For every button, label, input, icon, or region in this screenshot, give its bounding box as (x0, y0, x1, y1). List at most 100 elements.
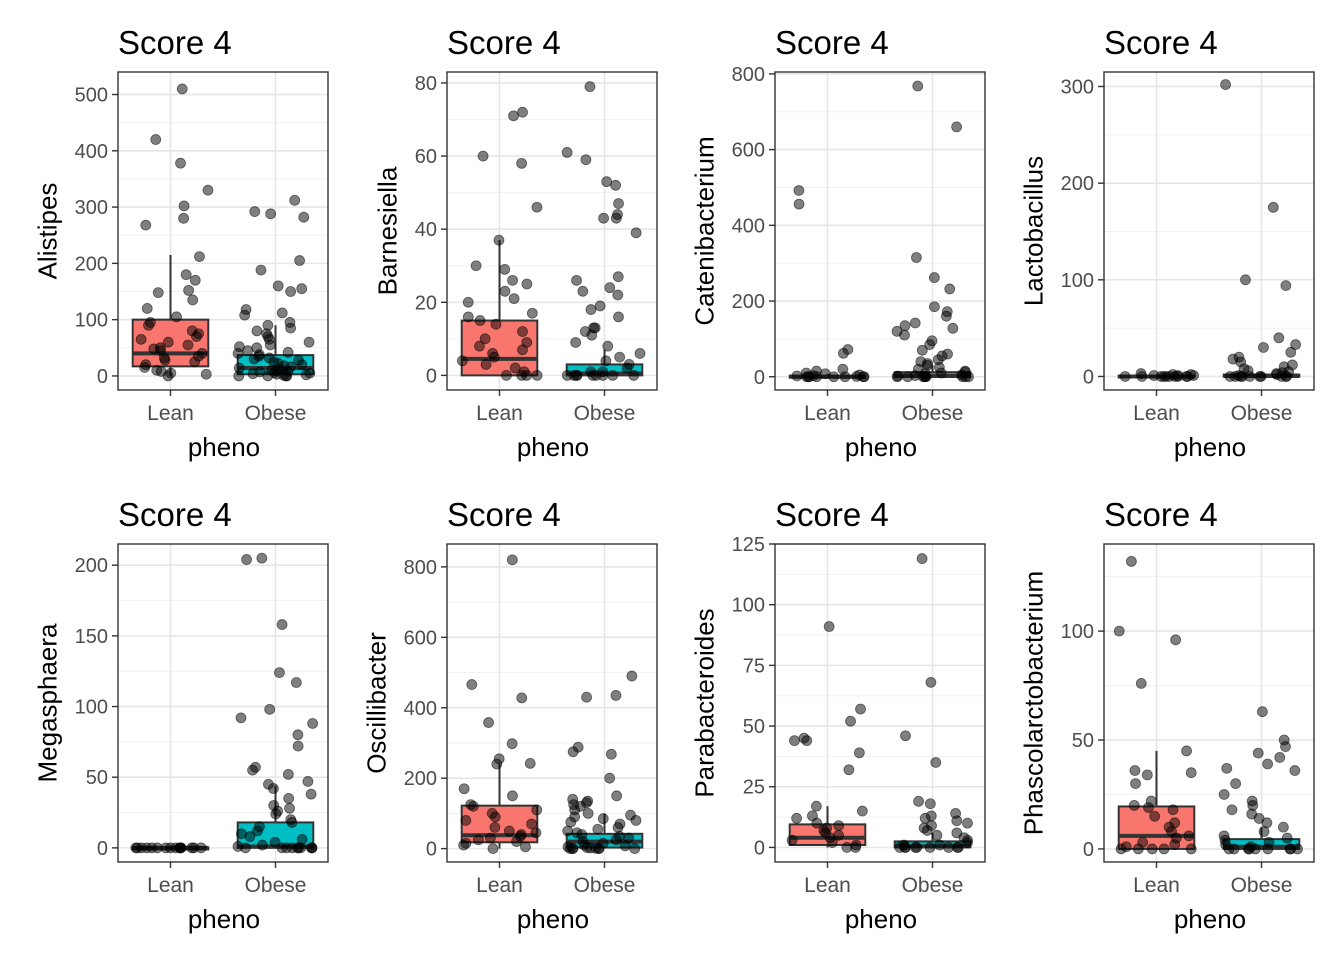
data-point (499, 285, 511, 297)
data-point (1125, 556, 1137, 567)
data-point (474, 340, 485, 352)
panel-title: Score 4 (118, 24, 232, 61)
data-point (307, 718, 319, 729)
data-point (490, 318, 502, 330)
data-point (235, 712, 247, 724)
y-tick-label: 0 (426, 839, 437, 861)
y-axis-label: Parabacteroides (689, 608, 719, 797)
data-point (1183, 830, 1195, 842)
data-point (793, 185, 805, 196)
x-tick-label: Obese (1231, 874, 1293, 897)
data-point (264, 703, 276, 715)
panel-title: Score 4 (775, 496, 889, 533)
y-tick-label: 300 (75, 197, 108, 219)
data-point (1169, 371, 1181, 382)
data-point (296, 283, 308, 295)
data-point (584, 81, 596, 93)
data-point (1258, 826, 1270, 837)
data-point (140, 219, 152, 231)
data-point (916, 553, 928, 564)
data-point (1170, 634, 1182, 646)
data-point (520, 841, 531, 853)
data-point (503, 825, 515, 837)
panel-border (774, 71, 986, 391)
data-point (1281, 832, 1293, 844)
data-point (916, 344, 928, 356)
data-point (306, 842, 318, 854)
data-point (604, 282, 616, 294)
data-point (470, 260, 482, 272)
data-point (141, 302, 153, 314)
data-point (268, 783, 279, 794)
data-point (1149, 810, 1161, 822)
data-point (265, 208, 277, 220)
x-axis-label: pheno (517, 432, 589, 462)
data-point (175, 157, 186, 169)
data-point (921, 825, 933, 836)
data-point (924, 339, 936, 350)
y-tick-label: 200 (732, 291, 765, 313)
data-point (833, 820, 845, 831)
data-point (1258, 342, 1269, 353)
y-tick-label: 0 (754, 367, 765, 389)
y-axis-label: Alistipes (32, 183, 62, 280)
data-point (477, 150, 489, 162)
data-point (614, 351, 626, 363)
data-point (174, 842, 186, 854)
x-tick-label: Obese (245, 874, 307, 897)
data-point (626, 670, 638, 682)
data-point (1221, 762, 1233, 774)
data-point (531, 804, 543, 816)
data-point (526, 307, 538, 319)
data-point (242, 345, 254, 357)
panel-border (446, 543, 658, 863)
data-point (1132, 843, 1144, 855)
panel-border (1103, 543, 1315, 863)
data-point (506, 738, 518, 750)
y-axis-label: Phascolarctobacterium (1018, 571, 1048, 835)
data-point (1274, 752, 1286, 763)
data-point (282, 768, 294, 780)
x-axis-label: pheno (517, 904, 589, 934)
panel-title: Score 4 (775, 24, 889, 61)
data-point (187, 294, 199, 306)
data-point (531, 201, 543, 213)
data-point (506, 554, 518, 566)
data-point (274, 667, 285, 679)
data-point (1276, 371, 1287, 382)
data-point (1119, 371, 1131, 382)
y-tick-label: 100 (732, 595, 765, 617)
data-point (585, 304, 597, 315)
data-point (480, 359, 492, 370)
data-point (902, 371, 914, 383)
data-point (1113, 625, 1125, 637)
data-point (934, 839, 946, 851)
data-point (289, 194, 301, 206)
data-point (272, 280, 284, 292)
x-axis-label: pheno (1174, 432, 1246, 462)
data-point (508, 110, 519, 122)
data-point (571, 369, 582, 381)
data-point (264, 339, 276, 351)
data-point (194, 251, 205, 263)
panel-title: Score 4 (447, 24, 561, 61)
data-point (592, 823, 604, 835)
data-point (601, 176, 613, 188)
data-point (162, 336, 174, 348)
data-point (924, 798, 936, 810)
y-tick-label: 800 (732, 64, 765, 86)
data-point (1249, 843, 1261, 855)
data-point (951, 121, 963, 133)
data-point (305, 788, 317, 800)
data-point (610, 212, 622, 224)
data-point (458, 839, 470, 851)
data-point (516, 692, 528, 704)
data-point (1143, 802, 1154, 813)
data-point (244, 831, 256, 842)
data-point (791, 370, 803, 382)
data-point (931, 829, 943, 841)
data-point (786, 834, 798, 846)
data-point (189, 356, 201, 368)
data-point (613, 198, 624, 209)
